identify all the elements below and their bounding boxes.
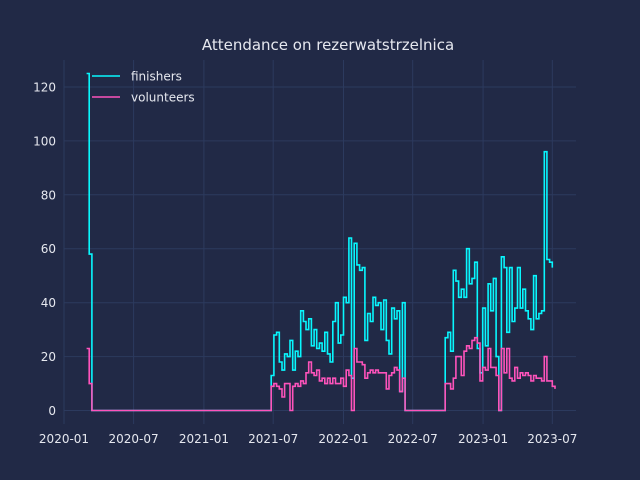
y-tick-label: 20 — [41, 350, 56, 364]
x-axis-ticks: 2020-01 2020-07 2021-01 2021-07 2022-01 2022-… — [39, 432, 577, 446]
y-tick-label: 60 — [41, 242, 56, 256]
y-tick-label: 40 — [41, 296, 56, 310]
x-tick-label: 2023-01 — [458, 432, 508, 446]
x-tick-label: 2021-07 — [248, 432, 298, 446]
series-line-finishers — [86, 72, 554, 412]
y-tick-label: 120 — [33, 81, 56, 95]
y-tick-label: 80 — [41, 188, 56, 202]
x-tick-label: 2021-01 — [179, 432, 229, 446]
series-lines — [86, 72, 556, 412]
y-axis-ticks: 0 20 40 60 80 100 120 — [33, 81, 56, 419]
y-tick-label: 100 — [33, 134, 56, 148]
x-tick-label: 2020-07 — [109, 432, 159, 446]
y-tick-label: 0 — [48, 404, 56, 418]
legend-label-volunteers: volunteers — [131, 91, 195, 105]
legend[interactable]: finishers volunteers — [92, 70, 195, 105]
x-tick-label: 2020-01 — [39, 432, 89, 446]
series-line-volunteers — [86, 336, 556, 412]
x-tick-label: 2022-07 — [388, 432, 438, 446]
x-tick-label: 2022-01 — [318, 432, 368, 446]
legend-label-finishers: finishers — [131, 70, 182, 84]
chart-title: Attendance on rezerwatstrzelnica — [202, 36, 454, 54]
x-tick-label: 2023-07 — [527, 432, 577, 446]
